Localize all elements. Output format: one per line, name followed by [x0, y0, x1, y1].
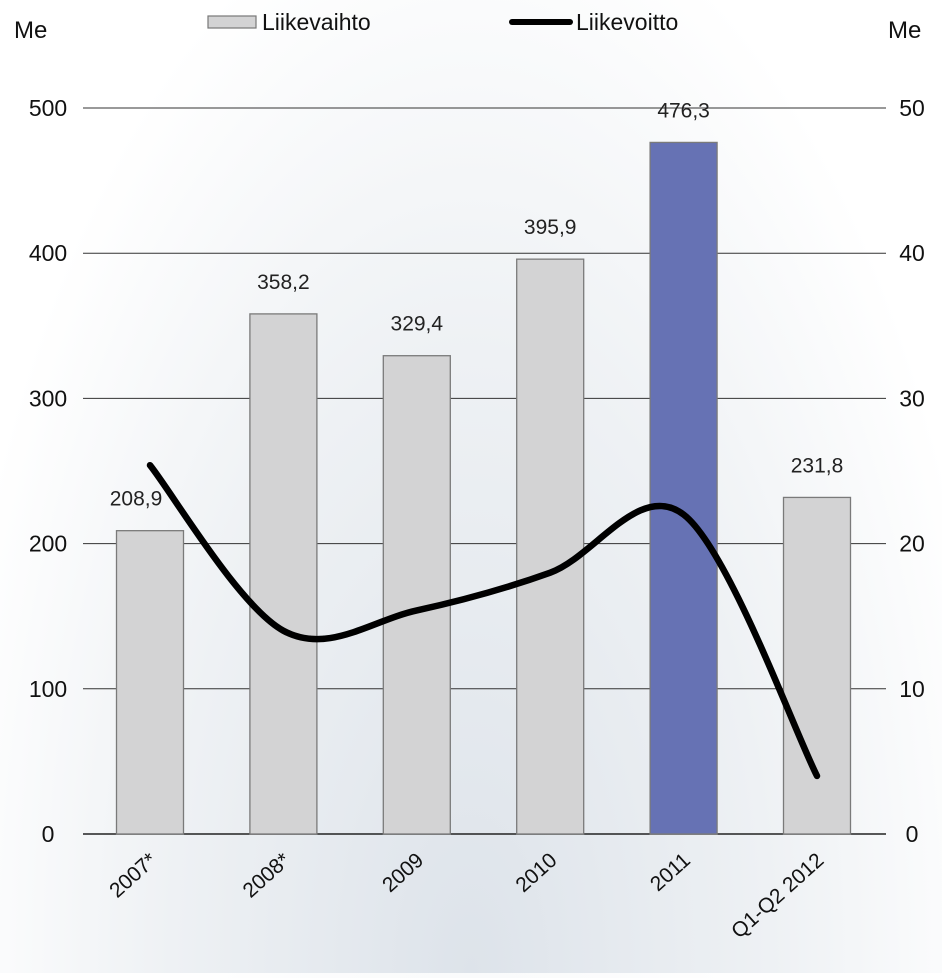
- bar-2009: [382, 355, 451, 835]
- left-tick-label-300: 300: [29, 385, 67, 411]
- bar-value-label-2011: 476,3: [657, 99, 710, 122]
- left-tick-label-200: 200: [29, 531, 67, 557]
- right-tick-label-40: 40: [899, 240, 925, 266]
- category-label-Q1-Q2 2012: Q1-Q2 2012: [727, 849, 828, 943]
- bar-2010: [516, 258, 585, 835]
- right-axis-unit: Me: [888, 17, 921, 44]
- left-tick-label-100: 100: [29, 676, 67, 702]
- bar-value-label-2010: 395,9: [524, 216, 577, 239]
- right-tick-label-30: 30: [899, 385, 925, 411]
- legend: Liikevaihto Liikevoitto: [207, 9, 678, 35]
- bar-value-label-2007*: 208,9: [110, 488, 163, 511]
- right-tick-label-0: 0: [906, 821, 919, 847]
- line-layer: [146, 461, 821, 780]
- bar-value-label-2009: 329,4: [391, 313, 444, 336]
- left-axis-unit: Me: [14, 17, 47, 44]
- category-label-2011: 2011: [646, 849, 695, 896]
- category-label-2008*: 2008*: [239, 849, 295, 903]
- legend-swatch-bar: [207, 15, 257, 29]
- bar-Q1-Q2 2012: [782, 496, 852, 835]
- bar-2007*: [115, 530, 185, 835]
- bar-2008*: [249, 313, 318, 835]
- legend-label-bar: Liikevaihto: [262, 9, 371, 35]
- bar-value-label-2008*: 358,2: [257, 271, 310, 294]
- grid-layer: [83, 107, 886, 835]
- left-tick-label-0: 0: [42, 821, 55, 847]
- category-label-2007*: 2007*: [105, 849, 161, 903]
- category-label-2010: 2010: [511, 849, 561, 897]
- right-tick-label-50: 50: [899, 95, 925, 121]
- legend-label-line: Liikevoitto: [576, 9, 678, 35]
- left-tick-label-500: 500: [29, 95, 67, 121]
- bar-layer: [115, 141, 852, 835]
- line-series-liikevoitto: [146, 461, 821, 780]
- right-tick-label-10: 10: [899, 676, 925, 702]
- bar-value-label-Q1-Q2 2012: 231,8: [791, 454, 844, 477]
- left-tick-label-400: 400: [29, 240, 67, 266]
- right-tick-label-20: 20: [899, 531, 925, 557]
- bar-2011: [649, 141, 718, 835]
- category-label-2009: 2009: [378, 849, 428, 897]
